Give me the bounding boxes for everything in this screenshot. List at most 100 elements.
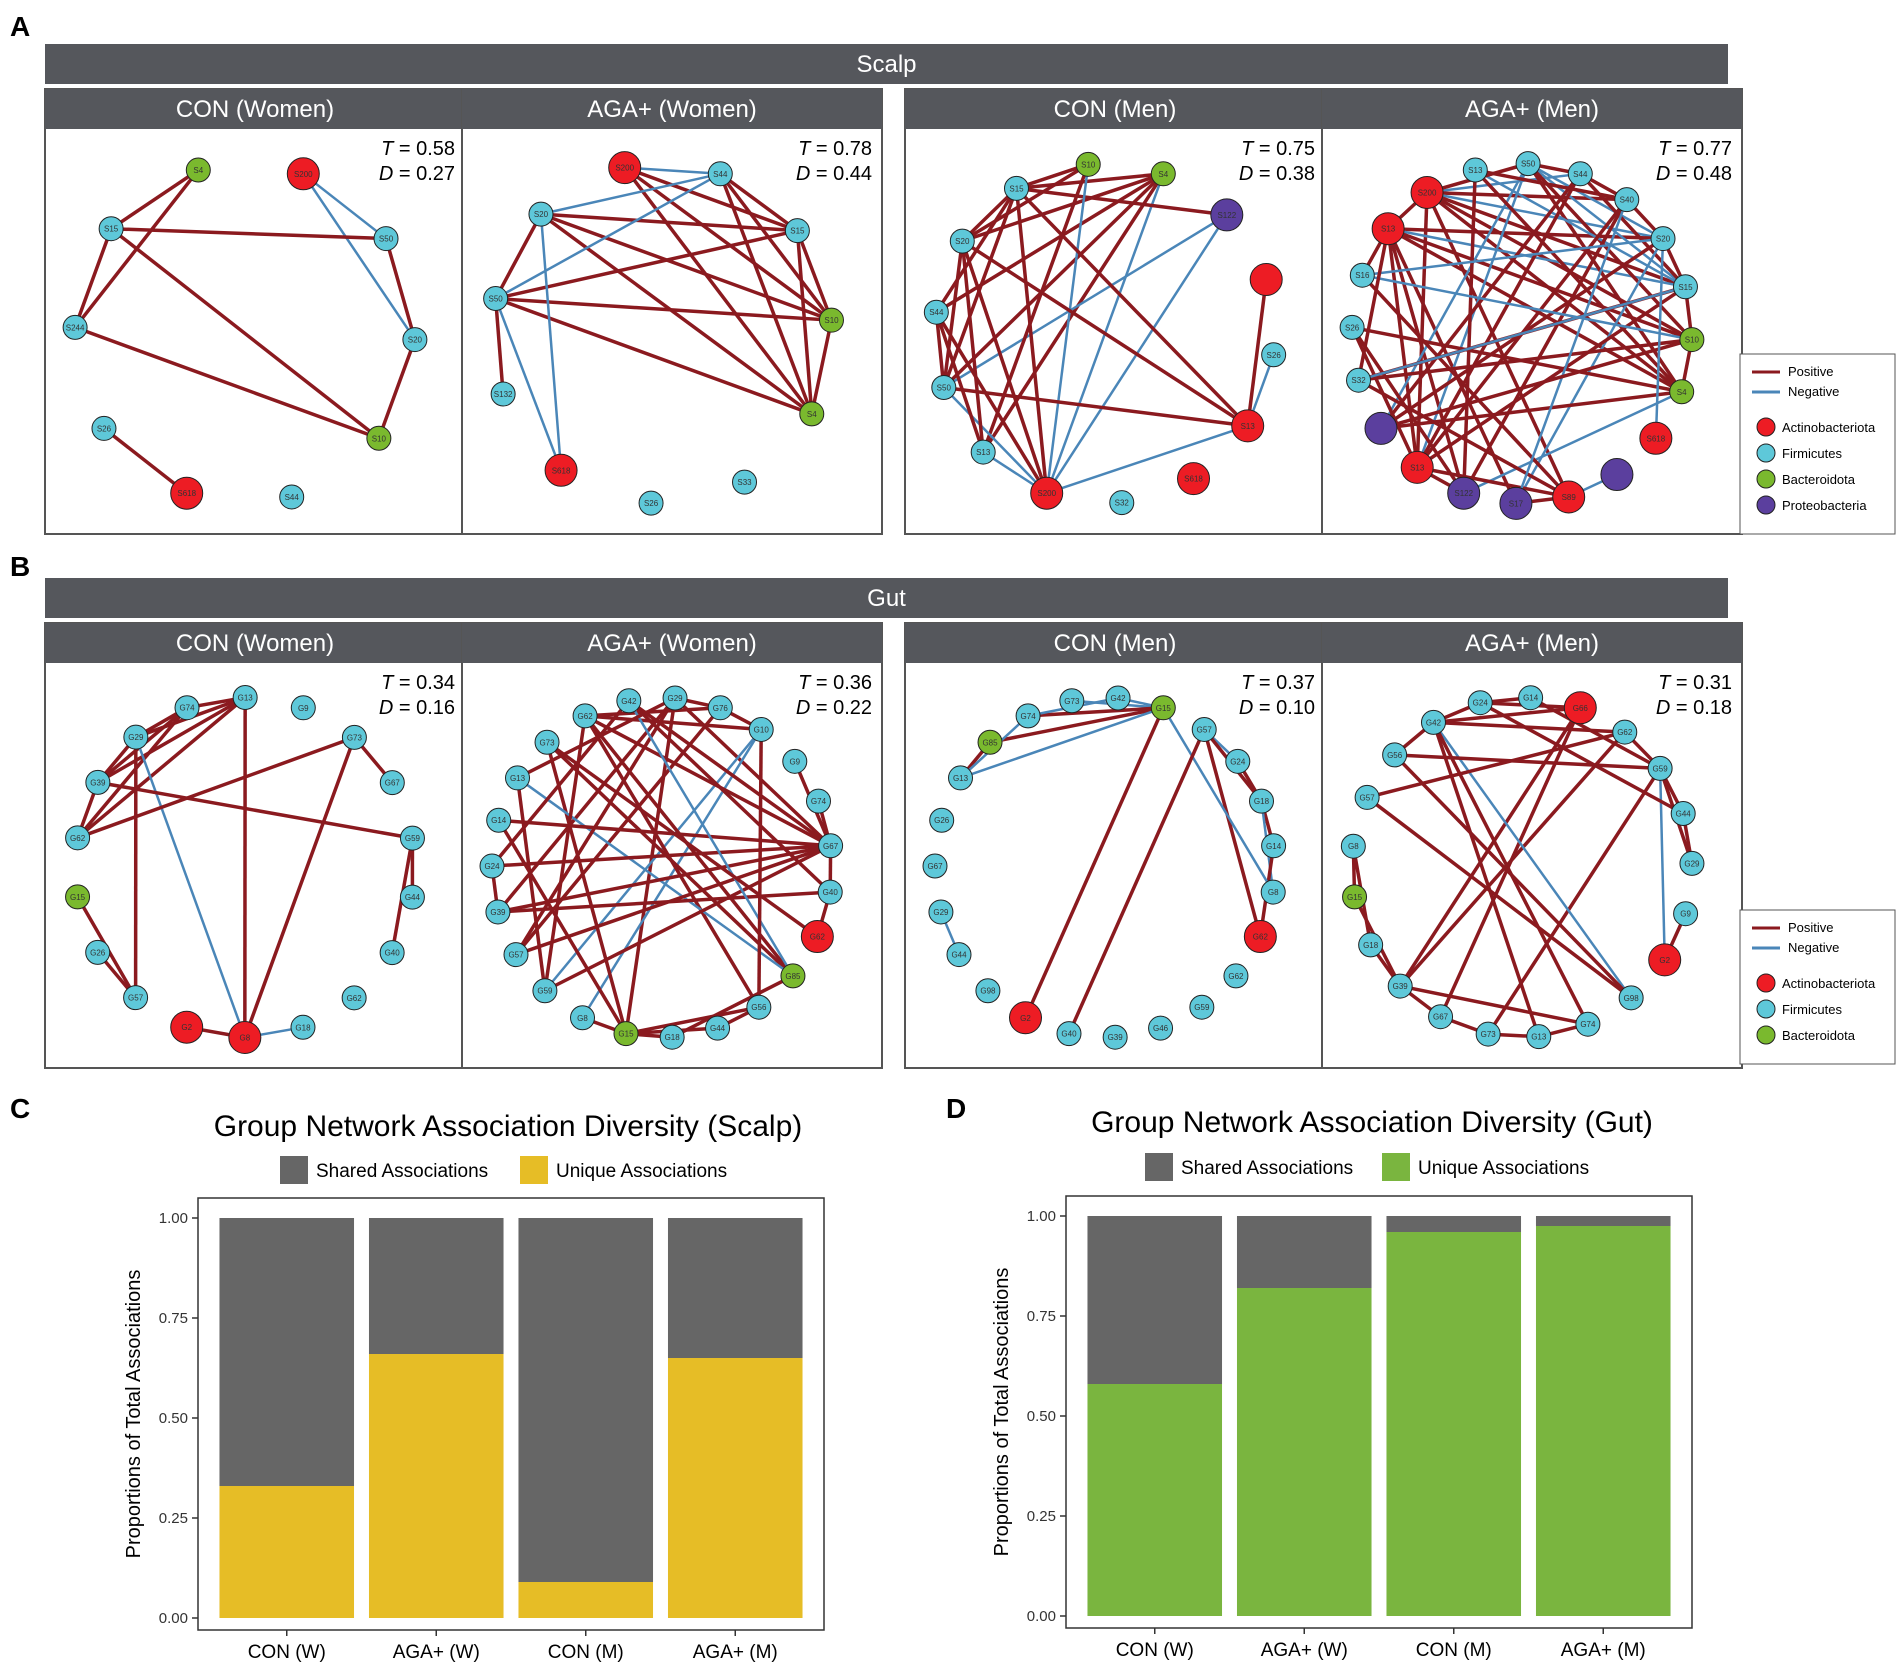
- node: [1515, 151, 1541, 177]
- stat-t-value: = 0.34: [393, 672, 455, 694]
- node-layer: G9 G73 G67 G59 G44 G40 G62 G18 G8 G2 G57 G26 G15 G62 G…: [65, 685, 425, 1054]
- node: [1410, 175, 1444, 209]
- node-label: G57: [508, 951, 524, 960]
- stat-d-value: = 0.27: [393, 163, 455, 185]
- negative-edge: [495, 172, 721, 300]
- positive-edge: [491, 844, 831, 868]
- node: [659, 1024, 685, 1050]
- legend-swatch: [1756, 973, 1776, 993]
- node-label: S10: [824, 316, 839, 325]
- node: [1248, 788, 1274, 814]
- node-label: S13: [1468, 166, 1483, 175]
- node: [1243, 920, 1277, 954]
- panel-label-d: D: [946, 1093, 966, 1124]
- node-label: G2: [181, 1023, 192, 1032]
- node-layer: G15 G57 G24 G18 G14 G8 G62 G62 G59 G46 G39 G40 G2 G98…: [922, 685, 1287, 1050]
- positive-edge: [496, 696, 677, 914]
- network-panel: CON (Men)T = 0.37D = 0.10G15G57G24G18G14…: [904, 622, 1326, 1069]
- stat-t: T = 0.36: [798, 672, 872, 694]
- node: [373, 226, 399, 252]
- node-label: S44: [285, 493, 300, 502]
- stat-d: D = 0.22: [796, 697, 872, 719]
- node: [922, 853, 948, 879]
- negative-edge: [960, 706, 1164, 780]
- node-label: G13: [510, 774, 526, 783]
- stat-t: T = 0.58: [381, 138, 455, 160]
- node-label: S50: [489, 295, 504, 304]
- positive-edge: [377, 338, 417, 439]
- node-label: G24: [1230, 757, 1246, 766]
- positive-edge: [1387, 227, 1683, 394]
- node-label: S618: [177, 489, 196, 498]
- node-label: G14: [491, 816, 507, 825]
- positive-edge: [1356, 228, 1390, 381]
- node-label: G15: [618, 1030, 634, 1039]
- node-label: G26: [90, 948, 106, 957]
- node-label: G29: [933, 908, 949, 917]
- positive-edge: [935, 172, 1165, 314]
- positive-edge: [1016, 172, 1164, 191]
- stacked-bar-chart: Group Network Association Diversity (Gut…: [991, 1106, 1693, 1661]
- negative-edge: [1432, 721, 1633, 999]
- legend-edge-label: Negative: [1788, 384, 1839, 399]
- node: [528, 201, 554, 227]
- node-layer: S44 S40 S20 S15 S10 S4 S618 S89 S17 S122 S13 S32 S26…: [1339, 151, 1705, 520]
- node: [1009, 1001, 1043, 1035]
- stat-t-symbol: T: [1658, 672, 1672, 694]
- positive-edge: [494, 213, 543, 300]
- node-label: G44: [1676, 810, 1692, 819]
- x-tick-label: CON (M): [548, 1642, 624, 1663]
- node-label: S16: [1355, 271, 1370, 280]
- node: [123, 724, 149, 750]
- node-label: G29: [128, 733, 144, 742]
- node: [341, 724, 367, 750]
- node-label: S26: [1267, 351, 1282, 360]
- node-label: G18: [665, 1033, 681, 1042]
- node-label: S50: [1521, 160, 1536, 169]
- node: [613, 1021, 639, 1047]
- positive-edge: [102, 427, 188, 495]
- node: [1647, 755, 1673, 781]
- node: [1249, 263, 1283, 297]
- negative-edge: [1358, 285, 1686, 382]
- node: [1354, 784, 1380, 810]
- node: [290, 1014, 316, 1040]
- positive-edge: [625, 1005, 760, 1036]
- positive-edge: [497, 844, 831, 914]
- node: [483, 286, 509, 312]
- node: [399, 884, 425, 910]
- node: [1349, 262, 1375, 288]
- positive-edge: [1486, 767, 1662, 1036]
- positive-edge: [1427, 190, 1627, 202]
- negative-edge: [543, 728, 763, 992]
- positive-edge: [1398, 706, 1582, 988]
- node: [1340, 833, 1366, 859]
- positive-edge: [1415, 172, 1582, 469]
- node: [399, 825, 425, 851]
- node: [1150, 161, 1176, 187]
- node-label: S17: [1509, 499, 1524, 508]
- positive-edge: [74, 325, 380, 440]
- node: [98, 216, 124, 242]
- node: [1191, 716, 1217, 742]
- stat-t-symbol: T: [798, 138, 812, 160]
- stat-t-symbol: T: [381, 138, 395, 160]
- node: [1030, 476, 1064, 510]
- node-label: G62: [70, 834, 86, 843]
- node-label: G62: [1253, 933, 1269, 942]
- y-tick-label: 0.75: [1027, 1308, 1056, 1325]
- node: [1150, 695, 1176, 721]
- negative-edge: [1426, 172, 1581, 194]
- node-label: G73: [1481, 1030, 1497, 1039]
- node: [707, 161, 733, 187]
- node: [532, 978, 558, 1004]
- positive-edge: [1202, 728, 1263, 938]
- node-label: G67: [385, 779, 401, 788]
- node-label: G73: [347, 733, 363, 742]
- bar-charts: Group Network Association Diversity (Sca…: [123, 1106, 1693, 1663]
- stat-d: D = 0.27: [379, 163, 455, 185]
- legend-swatch: [1145, 1153, 1173, 1181]
- node-label: S200: [615, 164, 634, 173]
